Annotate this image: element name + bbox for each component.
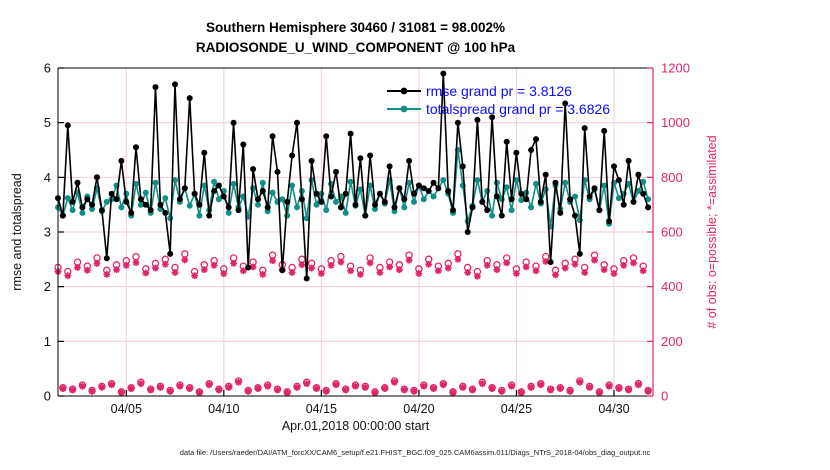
legend-label-rmse: rmse grand pr = 3.8126 <box>426 83 572 99</box>
svg-text:04/15: 04/15 <box>306 402 337 416</box>
svg-text:04/30: 04/30 <box>598 402 629 416</box>
svg-text:0: 0 <box>44 389 51 404</box>
svg-text:5: 5 <box>44 115 51 130</box>
svg-text:3: 3 <box>44 225 51 240</box>
chart-title: Southern Hemisphere 30460 / 31081 = 98.0… <box>205 20 506 35</box>
svg-text:04/25: 04/25 <box>501 402 532 416</box>
chart-subtitle: RADIOSONDE_U_WIND_COMPONENT @ 100 hPa <box>195 40 516 55</box>
svg-text:6: 6 <box>44 61 51 76</box>
svg-text:1000: 1000 <box>661 115 690 130</box>
svg-text:600: 600 <box>661 225 683 240</box>
svg-text:800: 800 <box>661 170 683 185</box>
svg-text:400: 400 <box>661 279 683 294</box>
title-block: Southern Hemisphere 30460 / 31081 = 98.0… <box>58 18 653 58</box>
legend: rmse grand pr = 3.8126 totalspread grand… <box>386 82 610 118</box>
svg-text:2: 2 <box>44 279 51 294</box>
svg-text:4: 4 <box>44 170 51 185</box>
data-file-path: data file: /Users/raeder/DAI/ATM_forcXX/… <box>179 448 651 457</box>
y-axis-label-left: rmse and totalspread <box>10 173 24 291</box>
svg-text:0: 0 <box>661 389 668 404</box>
svg-text:1200: 1200 <box>661 61 690 76</box>
legend-row-totalspread: totalspread grand pr = 3.6826 <box>386 100 610 118</box>
svg-text:04/05: 04/05 <box>111 402 142 416</box>
legend-row-rmse: rmse grand pr = 3.8126 <box>386 82 610 100</box>
legend-label-totalspread: totalspread grand pr = 3.6826 <box>426 101 611 117</box>
svg-text:04/20: 04/20 <box>403 402 434 416</box>
svg-text:1: 1 <box>44 334 51 349</box>
rmse-line-icon <box>387 87 421 95</box>
x-axis-label: Apr.01,2018 00:00:00 start <box>281 419 430 433</box>
svg-text:04/10: 04/10 <box>208 402 239 416</box>
y-axis-label-right: # of obs: o=possible; *=assimilated <box>705 135 719 329</box>
svg-text:200: 200 <box>661 334 683 349</box>
totalspread-line-icon <box>387 105 421 113</box>
